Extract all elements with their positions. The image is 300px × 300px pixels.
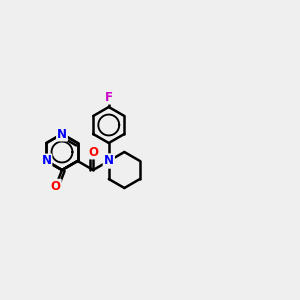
Text: F: F <box>105 91 113 103</box>
Text: N: N <box>57 128 67 140</box>
Text: N: N <box>104 154 114 167</box>
Text: N: N <box>104 154 114 167</box>
Text: O: O <box>51 180 61 193</box>
Text: O: O <box>88 146 98 158</box>
Text: N: N <box>41 154 51 167</box>
